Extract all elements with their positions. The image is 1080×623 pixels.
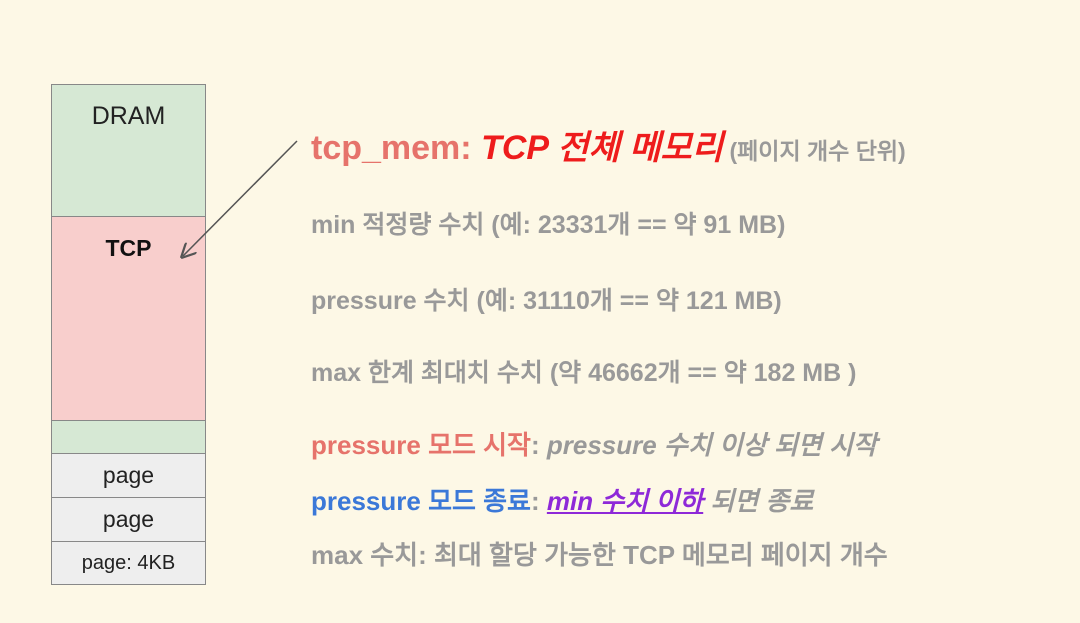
title-key: tcp_mem: xyxy=(311,129,482,167)
pressure-start-line: pressure 모드 시작: pressure 수치 이상 되면 시작 xyxy=(311,425,877,462)
pressure-start-desc: pressure 수치 이상 되면 시작 xyxy=(546,430,877,460)
page-label-2: page xyxy=(102,506,155,532)
max-desc-line: max 수치: 최대 할당 가능한 TCP 메모리 페이지 개수 xyxy=(311,540,888,570)
dram-label: DRAM xyxy=(91,102,166,130)
pressure-end-line: pressure 모드 종료: min 수치 이하 되면 종료 xyxy=(311,481,813,518)
min-below-link: min 수치 이하 xyxy=(546,486,704,516)
start-colon: : xyxy=(530,430,547,460)
page-block-1: page xyxy=(52,454,205,498)
end-colon: : xyxy=(530,486,547,516)
max-line: max 한계 최대치 수치 (약 46662개 == 약 182 MB ) xyxy=(311,359,857,387)
pressure-end-label: pressure 모드 종료 xyxy=(311,486,531,516)
tcp-mem-title: tcp_mem: TCP 전체 메모리 (페이지 개수 단위) xyxy=(311,120,906,169)
tcp-label: TCP xyxy=(105,235,152,261)
pressure-end-desc: 되면 종료 xyxy=(703,486,814,516)
page-block-3: page: 4KB xyxy=(52,542,205,584)
page-label-3: page: 4KB xyxy=(81,551,176,574)
pressure-line: pressure 수치 (예: 31110개 == 약 121 MB) xyxy=(311,287,782,315)
title-value: TCP 전체 메모리 xyxy=(481,129,724,167)
dram-block: DRAM xyxy=(52,85,205,217)
page-label-1: page xyxy=(102,462,155,488)
page-block-2: page xyxy=(52,498,205,542)
dram-gap-block xyxy=(52,421,205,454)
pressure-start-label: pressure 모드 시작 xyxy=(311,430,531,460)
min-line: min 적정량 수치 (예: 23331개 == 약 91 MB) xyxy=(311,211,786,239)
title-unit: (페이지 개수 단위) xyxy=(723,138,906,164)
